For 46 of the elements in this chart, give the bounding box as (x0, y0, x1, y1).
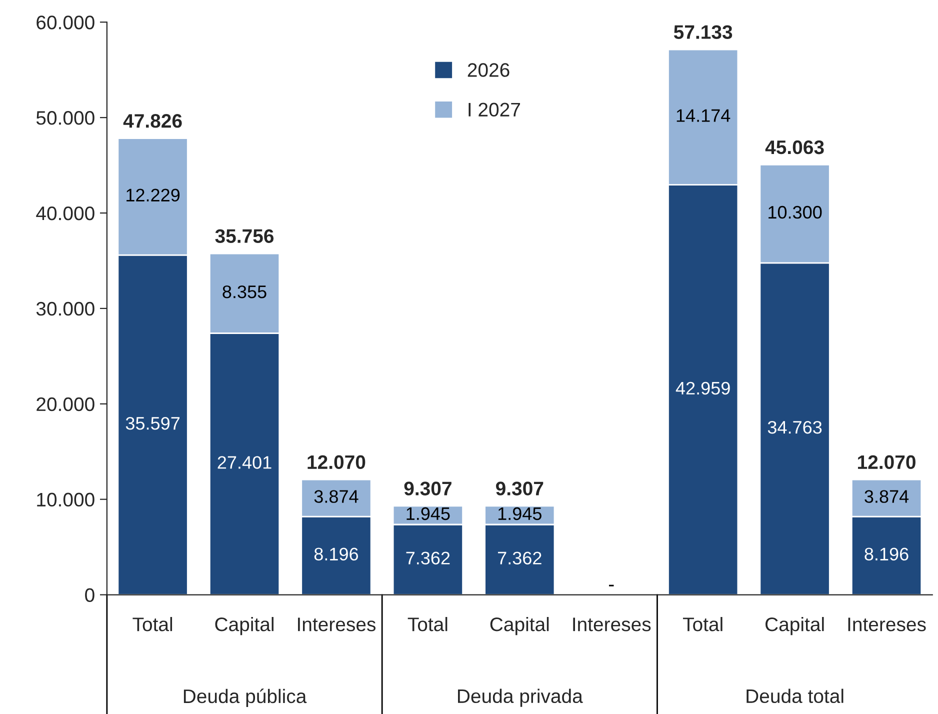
total-label: 12.070 (308, 455, 366, 470)
data-label: 7.362 (498, 552, 542, 564)
data-label: 8.355 (222, 285, 266, 298)
data-label: 42.959 (676, 382, 730, 395)
text: Deuda privada (458, 688, 583, 707)
y-tick-label: 60.000 (36, 16, 94, 30)
y-tick-label: 50.000 (36, 111, 94, 125)
y-tick-label: 0 (85, 588, 94, 602)
y-tick-label: 30.000 (36, 302, 94, 316)
data-label: 10.300 (768, 206, 822, 219)
total-label: 9.307 (496, 482, 544, 496)
total-label: 45.063 (765, 140, 824, 154)
data-label: 1.945 (498, 507, 542, 520)
data-label: 8.196 (314, 548, 358, 560)
y-tick-label: 20.000 (36, 397, 94, 412)
x-tick-label: Total (132, 616, 172, 632)
total-label: 35.756 (215, 229, 274, 244)
text: Deuda total (746, 688, 844, 704)
y-tick-label: 40.000 (36, 206, 94, 220)
total-label: 57.133 (674, 25, 732, 39)
x-tick-label: Total (682, 616, 722, 632)
data-label: 7.362 (406, 552, 450, 564)
text: Deuda pública (184, 688, 307, 708)
x-tick-label: Intereses (298, 618, 376, 632)
x-tick-label: Total (408, 616, 448, 632)
total-label: 9.307 (404, 482, 452, 496)
x-tick-label: Intereses (573, 618, 651, 632)
data-label: 12.229 (126, 188, 180, 202)
total-label: 47.826 (123, 114, 182, 128)
x-tick-label: Capital (766, 616, 824, 636)
text: - (608, 584, 614, 586)
legend-label: I 2027 (468, 102, 520, 117)
data-label: 3.874 (314, 490, 358, 503)
data-label: 8.196 (864, 548, 908, 560)
data-label: 27.401 (218, 456, 272, 469)
data-label: 35.597 (126, 416, 180, 430)
x-tick-label: Capital (215, 616, 274, 636)
x-tick-label: Capital (490, 616, 549, 636)
x-tick-label: Intereses (848, 618, 926, 632)
legend-label: 2026 (468, 63, 510, 77)
data-label: 3.874 (864, 490, 909, 503)
y-tick-label: 10.000 (37, 492, 94, 507)
data-label: 14.174 (676, 109, 730, 122)
data-label: 34.763 (768, 420, 822, 434)
data-label: 1.945 (406, 507, 450, 520)
total-label: 12.070 (858, 455, 916, 470)
